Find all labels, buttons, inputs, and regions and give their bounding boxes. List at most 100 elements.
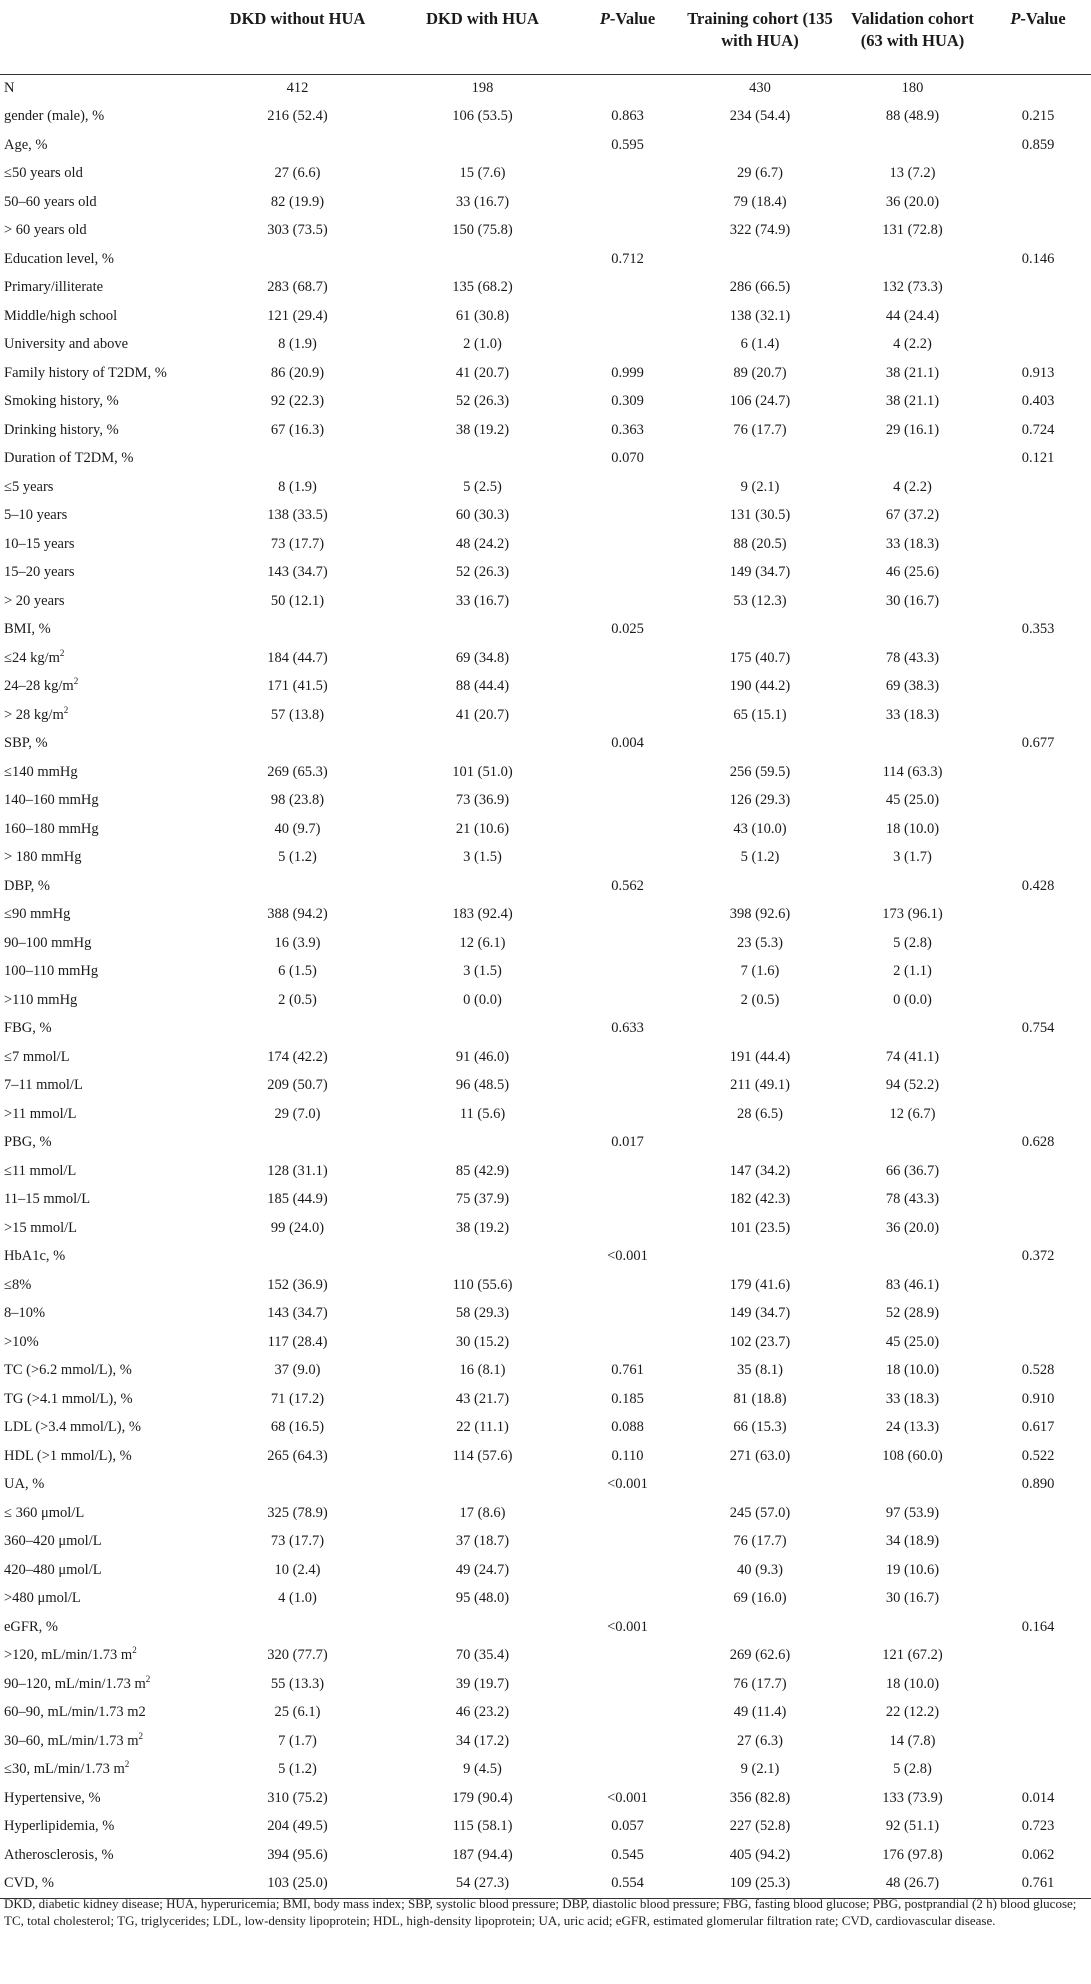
table-cell xyxy=(985,216,1091,245)
table-cell: 61 (30.8) xyxy=(390,302,575,331)
row-label: 5–10 years xyxy=(0,501,205,530)
table-cell: 53 (12.3) xyxy=(680,587,840,616)
table-cell xyxy=(680,245,840,274)
table-cell: 405 (94.2) xyxy=(680,1841,840,1870)
table-row: Primary/illiterate 283 (68.7) 135 (68.2) 28… xyxy=(0,273,1091,302)
table-cell: 101 (51.0) xyxy=(390,758,575,787)
table-cell: 0.522 xyxy=(985,1442,1091,1471)
table-cell: 132 (73.3) xyxy=(840,273,985,302)
header-variable xyxy=(0,0,205,75)
superscript: 2 xyxy=(73,676,79,687)
table-cell xyxy=(575,1556,680,1585)
table-cell: 36 (20.0) xyxy=(840,1214,985,1243)
table-cell: 33 (16.7) xyxy=(390,587,575,616)
table-cell: 79 (18.4) xyxy=(680,188,840,217)
table-cell xyxy=(985,1271,1091,1300)
table-cell xyxy=(575,530,680,559)
row-label: 24–28 kg/m2 xyxy=(0,672,205,701)
table-cell: 103 (25.0) xyxy=(205,1869,390,1899)
table-cell: 0.025 xyxy=(575,615,680,644)
table-cell: 73 (17.7) xyxy=(205,530,390,559)
table-cell: 12 (6.1) xyxy=(390,929,575,958)
table-cell: 234 (54.4) xyxy=(680,102,840,131)
table-cell xyxy=(575,701,680,730)
table-cell xyxy=(575,188,680,217)
table-cell: 0.062 xyxy=(985,1841,1091,1870)
table-cell: 121 (67.2) xyxy=(840,1641,985,1670)
table-cell: 69 (16.0) xyxy=(680,1584,840,1613)
row-label: Drinking history, % xyxy=(0,416,205,445)
table-cell: 0.617 xyxy=(985,1413,1091,1442)
row-label-text: ≤90 mmHg xyxy=(4,906,71,923)
table-cell: 0.164 xyxy=(985,1613,1091,1642)
row-label: FBG, % xyxy=(0,1014,205,1043)
table-cell: 3 (1.7) xyxy=(840,843,985,872)
table-footnote: DKD, diabetic kidney disease; HUA, hyper… xyxy=(4,1896,1077,1928)
table-cell xyxy=(985,1641,1091,1670)
table-cell: 69 (34.8) xyxy=(390,644,575,673)
header-p-value-1: P-Value xyxy=(575,0,680,75)
table-cell xyxy=(985,74,1091,103)
table-cell xyxy=(575,672,680,701)
row-label: 8–10% xyxy=(0,1299,205,1328)
table-cell xyxy=(985,330,1091,359)
row-label-text: Duration of T2DM, % xyxy=(4,450,134,467)
row-label: Education level, % xyxy=(0,245,205,274)
table-cell: 23 (5.3) xyxy=(680,929,840,958)
table-cell: 29 (16.1) xyxy=(840,416,985,445)
table-cell xyxy=(575,1755,680,1784)
table-cell: 78 (43.3) xyxy=(840,644,985,673)
row-label-text: Primary/illiterate xyxy=(4,279,104,296)
table-cell: 184 (44.7) xyxy=(205,644,390,673)
table-cell: 33 (18.3) xyxy=(840,1385,985,1414)
table-cell: 4 (1.0) xyxy=(205,1584,390,1613)
table-cell xyxy=(575,1299,680,1328)
header-dkd-with-hua: DKD with HUA xyxy=(390,0,575,75)
table-cell: 9 (2.1) xyxy=(680,473,840,502)
table-row: 7–11 mmol/L 209 (50.7) 96 (48.5) 211 (49.1)… xyxy=(0,1071,1091,1100)
table-cell xyxy=(985,1157,1091,1186)
table-cell: 98 (23.8) xyxy=(205,786,390,815)
row-label: > 180 mmHg xyxy=(0,843,205,872)
superscript: 2 xyxy=(132,1645,137,1656)
row-label-text: ≤11 mmol/L xyxy=(4,1162,77,1179)
table-cell xyxy=(840,1470,985,1499)
table-cell xyxy=(840,245,985,274)
table-cell: 0 (0.0) xyxy=(390,986,575,1015)
row-label: HbA1c, % xyxy=(0,1242,205,1271)
table-cell: 89 (20.7) xyxy=(680,359,840,388)
table-cell: 143 (34.7) xyxy=(205,1299,390,1328)
table-row: DBP, % 0.562 0.428 xyxy=(0,872,1091,901)
table-cell: 133 (73.9) xyxy=(840,1784,985,1813)
table-cell xyxy=(575,900,680,929)
table-cell: 34 (17.2) xyxy=(390,1727,575,1756)
row-label: 420–480 μmol/L xyxy=(0,1556,205,1585)
table-cell: 44 (24.4) xyxy=(840,302,985,331)
table-cell xyxy=(575,473,680,502)
table-row: ≤5 years 8 (1.9) 5 (2.5) 9 (2.1) 4 (2.2) xyxy=(0,473,1091,502)
table-cell xyxy=(840,872,985,901)
table-cell: 24 (13.3) xyxy=(840,1413,985,1442)
row-label: ≤30, mL/min/1.73 m2 xyxy=(0,1755,205,1784)
row-label-text: LDL (>3.4 mmol/L), % xyxy=(4,1419,141,1436)
table-cell xyxy=(575,1499,680,1528)
row-label: >15 mmol/L xyxy=(0,1214,205,1243)
table-row: > 60 years old 303 (73.5) 150 (75.8) 322 (7… xyxy=(0,216,1091,245)
table-row: 160–180 mmHg 40 (9.7) 21 (10.6) 43 (10.0) 18… xyxy=(0,815,1091,844)
table-cell: 0.185 xyxy=(575,1385,680,1414)
row-label-text: > 28 kg/m xyxy=(4,706,64,723)
table-cell: 138 (33.5) xyxy=(205,501,390,530)
table-cell: 66 (15.3) xyxy=(680,1413,840,1442)
row-label: ≤50 years old xyxy=(0,159,205,188)
table-row: Hyperlipidemia, % 204 (49.5) 115 (58.1) 0.0… xyxy=(0,1812,1091,1841)
table-cell: 283 (68.7) xyxy=(205,273,390,302)
table-row: Smoking history, % 92 (22.3) 52 (26.3) 0.30… xyxy=(0,387,1091,416)
table-cell: 68 (16.5) xyxy=(205,1413,390,1442)
table-cell xyxy=(985,530,1091,559)
table-cell: 0.554 xyxy=(575,1869,680,1899)
table-cell xyxy=(985,1185,1091,1214)
table-cell xyxy=(575,273,680,302)
table-row: 11–15 mmol/L 185 (44.9) 75 (37.9) 182 (42.3… xyxy=(0,1185,1091,1214)
table-cell: 135 (68.2) xyxy=(390,273,575,302)
